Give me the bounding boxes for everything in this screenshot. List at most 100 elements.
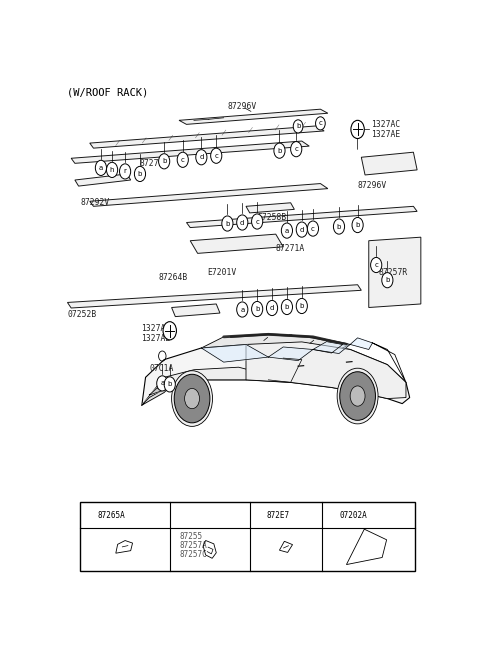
- Text: b: b: [300, 303, 304, 309]
- Text: r: r: [124, 168, 127, 174]
- Text: c: c: [255, 219, 259, 225]
- Text: 87296V: 87296V: [358, 181, 387, 190]
- Circle shape: [158, 154, 170, 169]
- Circle shape: [156, 376, 168, 391]
- Circle shape: [382, 273, 393, 288]
- Polygon shape: [67, 284, 361, 308]
- Circle shape: [164, 377, 175, 392]
- Circle shape: [107, 162, 118, 177]
- Text: h: h: [110, 167, 114, 173]
- Text: E7258B: E7258B: [257, 213, 287, 222]
- Polygon shape: [71, 141, 309, 164]
- Text: c: c: [256, 510, 260, 520]
- Text: a: a: [285, 227, 289, 234]
- Text: 07253B: 07253B: [264, 334, 294, 343]
- Polygon shape: [90, 183, 328, 206]
- Text: b: b: [168, 382, 172, 388]
- Circle shape: [352, 217, 363, 233]
- Circle shape: [296, 222, 307, 237]
- Text: 1327AC
1327AE: 1327AC 1327AE: [371, 120, 400, 139]
- Text: d: d: [270, 305, 274, 311]
- Text: 87296V: 87296V: [228, 102, 257, 111]
- Text: 87264B: 87264B: [158, 273, 188, 282]
- Polygon shape: [202, 344, 268, 362]
- Text: b: b: [162, 158, 167, 164]
- Text: b: b: [255, 306, 259, 312]
- Circle shape: [351, 120, 364, 139]
- Text: c: c: [318, 120, 323, 126]
- Polygon shape: [142, 342, 410, 405]
- Circle shape: [211, 148, 222, 164]
- Text: d: d: [300, 227, 304, 233]
- Text: d: d: [328, 510, 333, 520]
- Text: a: a: [160, 380, 165, 386]
- Circle shape: [84, 508, 95, 523]
- Polygon shape: [246, 203, 294, 213]
- Text: 872E7: 872E7: [266, 510, 289, 520]
- Text: 87265A: 87265A: [97, 510, 125, 520]
- Text: b: b: [296, 124, 300, 129]
- Circle shape: [185, 388, 200, 409]
- Text: a: a: [87, 510, 91, 520]
- Text: E7201V: E7201V: [207, 267, 236, 277]
- Circle shape: [350, 386, 365, 406]
- Circle shape: [266, 300, 277, 315]
- Polygon shape: [149, 385, 172, 395]
- Polygon shape: [142, 367, 268, 405]
- Text: b: b: [176, 510, 181, 520]
- Polygon shape: [172, 304, 220, 317]
- Polygon shape: [350, 338, 372, 350]
- Text: b: b: [285, 304, 289, 310]
- Circle shape: [222, 216, 233, 231]
- Circle shape: [274, 143, 285, 158]
- Text: c: c: [181, 157, 185, 163]
- Circle shape: [296, 298, 307, 313]
- Circle shape: [340, 372, 375, 420]
- Polygon shape: [90, 126, 324, 148]
- Polygon shape: [142, 385, 172, 405]
- Text: 87257C: 87257C: [179, 551, 207, 560]
- Circle shape: [173, 508, 184, 523]
- Text: (W/ROOF RACK): (W/ROOF RACK): [67, 87, 149, 97]
- Text: b: b: [385, 277, 390, 283]
- Circle shape: [134, 166, 145, 181]
- Circle shape: [237, 302, 248, 317]
- Text: 87255: 87255: [179, 532, 202, 541]
- Text: 07252B: 07252B: [67, 309, 96, 319]
- Polygon shape: [190, 234, 283, 254]
- Polygon shape: [186, 206, 417, 227]
- Text: 07C1A: 07C1A: [149, 364, 174, 373]
- Circle shape: [252, 508, 264, 523]
- Text: 07202A: 07202A: [339, 510, 367, 520]
- Circle shape: [96, 160, 107, 175]
- Text: 1327AC
1327AE: 1327AC 1327AE: [141, 324, 170, 343]
- Polygon shape: [369, 237, 421, 307]
- Text: d: d: [199, 154, 204, 160]
- Text: b: b: [277, 148, 282, 154]
- Text: c: c: [374, 262, 378, 268]
- Circle shape: [196, 150, 207, 165]
- Circle shape: [315, 117, 325, 130]
- Text: 87257R: 87257R: [378, 267, 408, 277]
- Polygon shape: [75, 174, 131, 186]
- Text: b: b: [138, 171, 142, 177]
- Circle shape: [252, 214, 263, 229]
- Circle shape: [307, 221, 319, 236]
- Circle shape: [325, 508, 336, 523]
- Polygon shape: [246, 342, 406, 399]
- Circle shape: [177, 152, 188, 168]
- Text: b: b: [225, 221, 229, 227]
- Polygon shape: [179, 109, 328, 124]
- Polygon shape: [268, 347, 313, 361]
- Circle shape: [371, 258, 382, 273]
- Circle shape: [293, 120, 303, 133]
- Text: 87272A: 87272A: [140, 159, 169, 168]
- Circle shape: [334, 219, 345, 234]
- Polygon shape: [313, 341, 350, 353]
- Text: a: a: [99, 165, 103, 171]
- Polygon shape: [202, 334, 350, 353]
- Circle shape: [174, 374, 210, 423]
- Text: b: b: [355, 222, 360, 228]
- Text: d: d: [240, 219, 244, 225]
- Text: a: a: [240, 307, 244, 313]
